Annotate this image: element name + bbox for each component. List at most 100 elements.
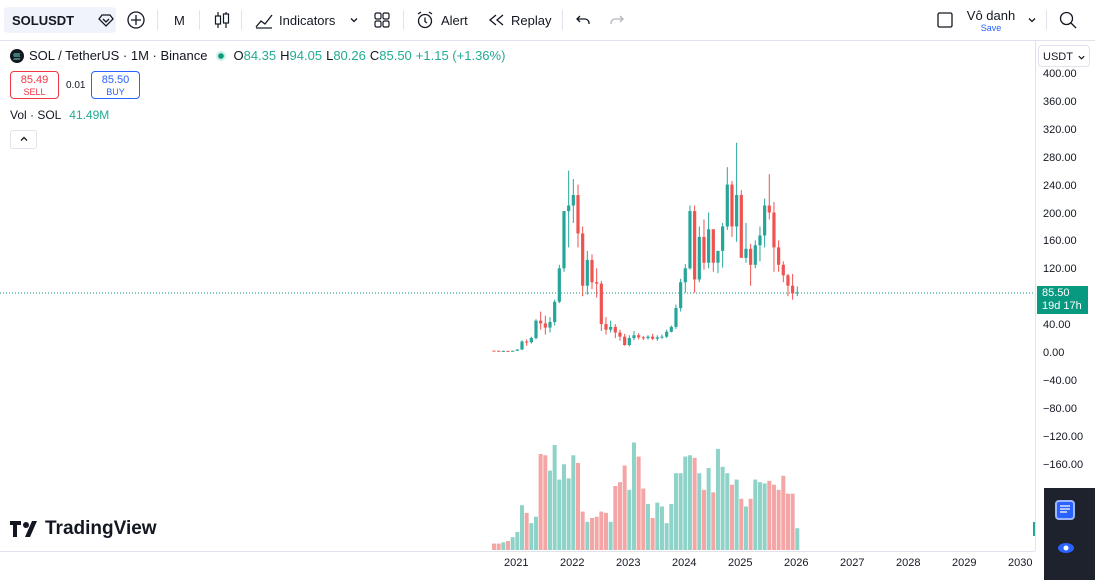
currency-select[interactable]: USDT xyxy=(1038,45,1090,67)
volume-bar xyxy=(762,483,767,550)
collapse-legend-button[interactable] xyxy=(10,130,37,149)
candle xyxy=(758,226,762,262)
layout-templates-button[interactable] xyxy=(373,0,391,40)
candle-body xyxy=(655,337,659,339)
chevron-down-icon xyxy=(1078,55,1085,60)
chart-pane[interactable] xyxy=(0,41,1035,551)
solana-logo-icon xyxy=(10,48,24,63)
candle xyxy=(637,333,641,340)
price-tick-label: −40.00 xyxy=(1043,374,1077,387)
low-value: 80.26 xyxy=(333,48,366,63)
notes-widget-button[interactable] xyxy=(1055,500,1075,520)
candle xyxy=(595,268,599,298)
candle xyxy=(693,205,697,293)
layout-name: Vô danh xyxy=(966,7,1016,23)
price-axis[interactable] xyxy=(1035,41,1095,551)
candle xyxy=(716,250,720,274)
volume-bar xyxy=(734,479,739,550)
sell-price: 85.49 xyxy=(20,74,49,86)
candle xyxy=(660,334,664,339)
quick-search-button[interactable] xyxy=(1058,0,1078,40)
candle xyxy=(618,329,622,341)
volume-label: Vol · SOL xyxy=(10,108,61,122)
candle-body xyxy=(735,195,739,227)
indicators-button[interactable]: Indicators xyxy=(254,0,335,40)
candle-body xyxy=(515,349,519,351)
compare-add-button[interactable] xyxy=(126,0,146,40)
candle xyxy=(674,304,678,329)
volume-bar xyxy=(720,466,725,550)
volume-bar xyxy=(739,498,744,550)
alarm-clock-icon xyxy=(417,11,433,29)
volume-bar xyxy=(515,532,520,550)
volume-bar xyxy=(627,489,632,550)
tradingview-mark-icon xyxy=(10,521,37,537)
interval-button[interactable]: M xyxy=(174,12,185,28)
buy-button[interactable]: 85.50 BUY xyxy=(91,71,140,99)
candle-body xyxy=(721,226,725,251)
volume-bar xyxy=(757,482,762,550)
candle xyxy=(767,174,771,220)
volume-bar xyxy=(795,528,800,550)
replay-label: Replay xyxy=(511,12,552,28)
replay-button[interactable]: Replay xyxy=(487,0,551,40)
candle xyxy=(632,331,636,341)
candle-body xyxy=(791,285,795,294)
candle xyxy=(557,264,561,304)
volume-bar xyxy=(767,480,772,550)
candle-body xyxy=(763,205,767,236)
alert-button[interactable]: Alert xyxy=(415,0,468,40)
candle-body xyxy=(777,247,781,265)
candle-body xyxy=(562,211,566,269)
undo-button[interactable] xyxy=(575,0,591,40)
candle-body xyxy=(693,211,697,280)
tradingview-logo[interactable]: TradingView xyxy=(10,518,157,540)
indicators-dropdown[interactable] xyxy=(348,0,360,40)
volume-bar xyxy=(492,543,496,550)
countdown: 19d 17h xyxy=(1042,300,1082,312)
volume-bar xyxy=(771,484,776,550)
volume-legend[interactable]: Vol · SOL 41.49M xyxy=(10,108,109,122)
volume-bar xyxy=(557,479,562,550)
rewind-icon xyxy=(488,14,504,26)
volume-bar xyxy=(505,541,510,550)
candle-body xyxy=(585,259,589,286)
save-label: Save xyxy=(980,22,1002,33)
indicators-icon xyxy=(255,14,273,29)
candle xyxy=(599,280,603,332)
volume-axis-marker xyxy=(1033,522,1035,536)
candle-body xyxy=(697,236,701,280)
chart-type-button[interactable] xyxy=(213,0,231,40)
redo-button[interactable] xyxy=(609,0,625,40)
volume-bar xyxy=(622,465,627,550)
price-tick-label: −80.00 xyxy=(1043,402,1077,415)
candle xyxy=(567,170,571,248)
time-axis[interactable] xyxy=(0,551,1035,581)
volume-bar xyxy=(748,498,753,550)
candle xyxy=(655,335,659,341)
sell-button[interactable]: 85.49 SELL xyxy=(10,71,59,99)
symbol-title[interactable]: SOL / TetherUS · 1M · Binance xyxy=(29,48,208,63)
layout-save-button[interactable]: Vô danh Save xyxy=(962,0,1020,40)
candle xyxy=(539,311,543,330)
candle-body xyxy=(539,320,543,324)
candle xyxy=(562,211,566,272)
candle-body xyxy=(669,326,673,332)
candle xyxy=(571,179,575,223)
eye-widget-button[interactable] xyxy=(1055,540,1077,556)
time-tick-label: 2027 xyxy=(840,557,865,569)
symbol-search-button[interactable]: SOLUSDT xyxy=(4,7,116,33)
market-open-icon xyxy=(216,50,227,61)
candle-body xyxy=(674,308,678,327)
candle-body xyxy=(660,336,664,338)
price-tick-label: 320.00 xyxy=(1043,123,1077,136)
chart-legend: SOL / TetherUS · 1M · Binance O 84.35 H 94… xyxy=(10,48,505,63)
candle xyxy=(581,226,585,297)
layout-dropdown[interactable] xyxy=(1026,0,1038,40)
spread-value: 0.01 xyxy=(66,80,86,91)
candle-body xyxy=(529,338,533,343)
volume-bar xyxy=(599,511,604,550)
candlestick-chart[interactable] xyxy=(0,41,1035,551)
candle xyxy=(529,336,533,344)
fullscreen-toggle[interactable] xyxy=(936,0,954,40)
